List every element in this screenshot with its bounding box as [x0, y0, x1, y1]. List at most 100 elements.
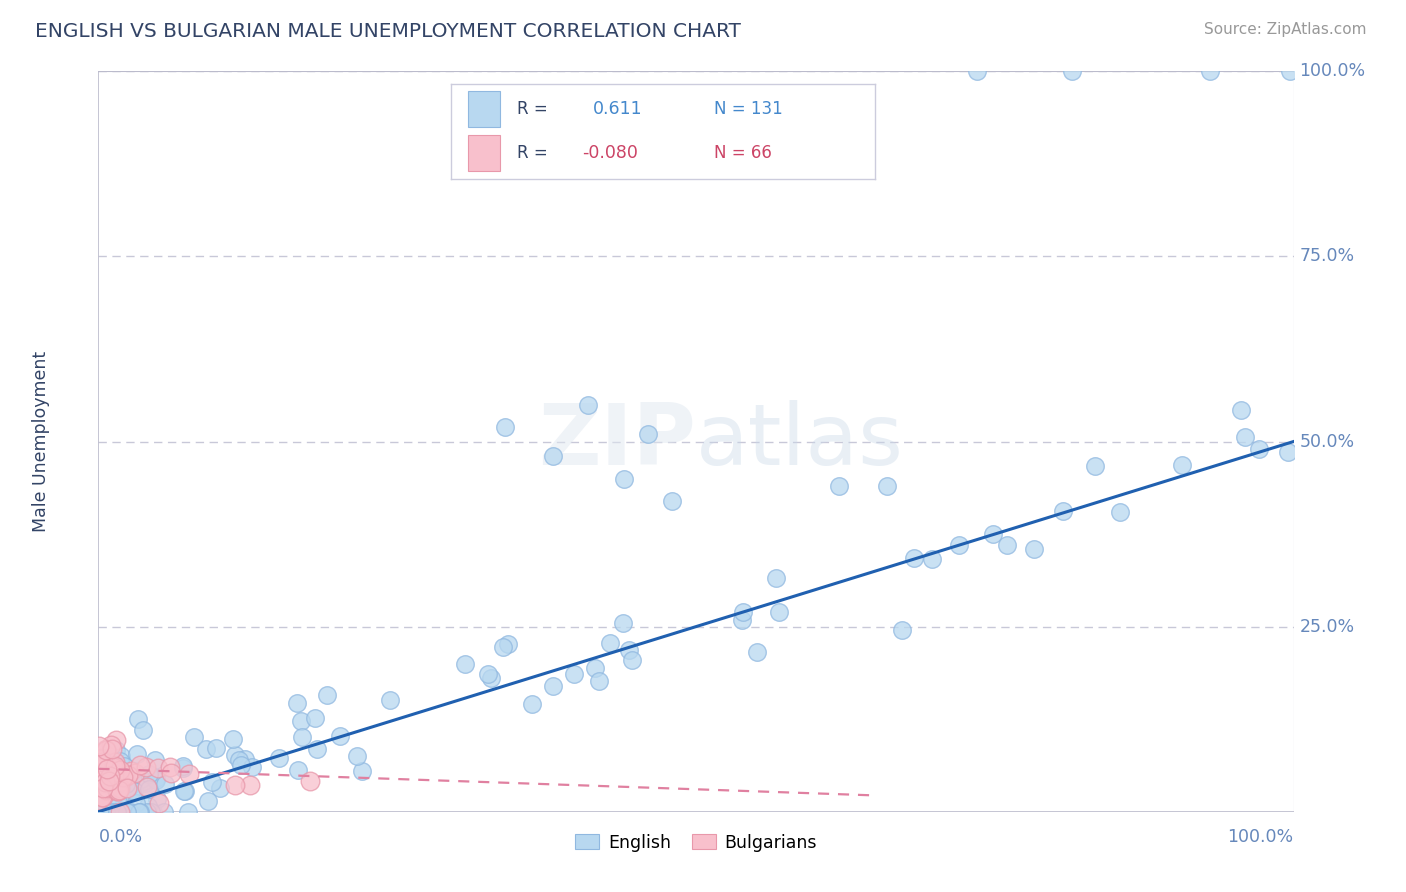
Point — [112, 790, 135, 805]
Point — [111, 805, 134, 819]
Text: 50.0%: 50.0% — [1299, 433, 1354, 450]
Point — [96, 782, 118, 797]
Point — [90, 764, 112, 778]
Point — [1199, 64, 1222, 78]
Point — [287, 763, 309, 777]
Point — [479, 671, 502, 685]
Point — [183, 730, 205, 744]
Text: Male Unemployment: Male Unemployment — [32, 351, 51, 533]
Point — [177, 805, 200, 819]
Point — [108, 805, 131, 819]
Point — [138, 781, 160, 796]
Point — [90, 772, 112, 786]
Point — [110, 749, 132, 764]
Point — [1022, 541, 1045, 556]
Point — [828, 479, 851, 493]
Point — [229, 758, 252, 772]
Point — [1084, 458, 1107, 473]
Point — [87, 802, 110, 816]
Point — [224, 778, 246, 792]
Point — [103, 755, 125, 769]
Point — [112, 805, 135, 819]
Point — [661, 493, 683, 508]
Point — [152, 805, 174, 819]
Point — [135, 759, 157, 773]
Point — [118, 805, 141, 819]
Point — [346, 748, 368, 763]
Point — [110, 775, 132, 789]
Point — [1230, 403, 1253, 417]
Point — [240, 760, 263, 774]
Point — [496, 637, 519, 651]
Point — [110, 763, 132, 777]
Point — [94, 773, 117, 788]
Point — [269, 750, 291, 764]
Point — [120, 764, 142, 778]
Text: ZIP: ZIP — [538, 400, 696, 483]
Point — [89, 777, 111, 791]
Text: Source: ZipAtlas.com: Source: ZipAtlas.com — [1204, 22, 1367, 37]
Point — [91, 780, 114, 795]
Point — [146, 792, 169, 806]
Point — [105, 733, 128, 747]
Point — [87, 762, 110, 776]
Point — [90, 754, 112, 768]
Point — [105, 767, 128, 781]
Point — [105, 784, 128, 798]
Point — [145, 771, 167, 785]
Point — [173, 784, 195, 798]
Point — [108, 782, 131, 797]
Text: 75.0%: 75.0% — [1299, 247, 1354, 266]
Point — [173, 784, 195, 798]
Point — [620, 653, 643, 667]
Point — [179, 767, 201, 781]
Point — [142, 805, 165, 819]
Point — [93, 805, 115, 819]
Point — [352, 764, 374, 778]
Point — [104, 805, 127, 819]
Point — [1233, 430, 1256, 444]
Point — [97, 770, 120, 784]
Point — [91, 754, 114, 768]
Point — [129, 805, 152, 819]
Point — [562, 667, 585, 681]
Text: 100.0%: 100.0% — [1227, 828, 1294, 846]
Point — [87, 739, 110, 753]
Point — [520, 697, 543, 711]
Point — [921, 552, 943, 566]
Point — [135, 805, 157, 819]
Point — [96, 742, 118, 756]
Point — [139, 805, 162, 819]
Point — [103, 760, 125, 774]
Point — [108, 773, 131, 788]
Point — [93, 764, 115, 778]
Point — [1052, 503, 1074, 517]
Point — [494, 419, 516, 434]
Point — [132, 774, 155, 789]
Point — [155, 777, 177, 791]
Point — [307, 742, 329, 756]
Point — [98, 775, 121, 789]
Point — [100, 805, 122, 819]
Point — [96, 769, 118, 783]
Point — [588, 674, 610, 689]
Point — [114, 805, 136, 819]
Point — [93, 789, 115, 804]
Point — [541, 679, 564, 693]
Text: ENGLISH VS BULGARIAN MALE UNEMPLOYMENT CORRELATION CHART: ENGLISH VS BULGARIAN MALE UNEMPLOYMENT C… — [35, 22, 741, 41]
Point — [128, 805, 150, 819]
Point — [97, 805, 120, 819]
Point — [90, 752, 112, 766]
Point — [1278, 64, 1301, 78]
Point — [108, 781, 131, 796]
Point — [613, 471, 636, 485]
Point — [146, 761, 169, 775]
Point — [90, 797, 112, 811]
Point — [285, 696, 308, 710]
Point — [1277, 445, 1299, 459]
Point — [91, 790, 114, 805]
Point — [117, 781, 139, 796]
Point — [87, 793, 110, 807]
Point — [995, 538, 1018, 552]
Point — [891, 623, 914, 637]
